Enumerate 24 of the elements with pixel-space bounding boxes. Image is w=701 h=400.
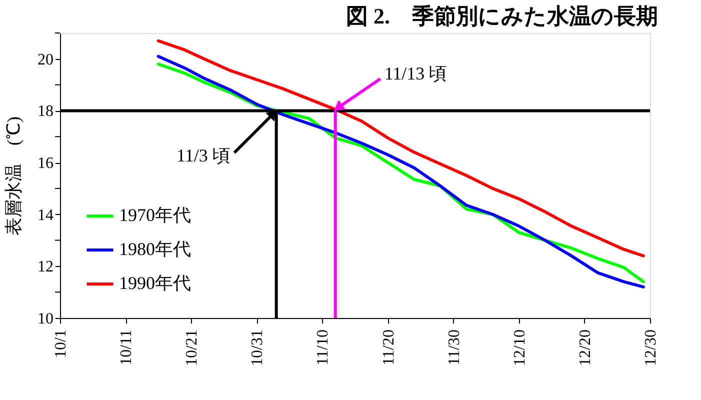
- x-tick-label: 10/31: [249, 330, 266, 366]
- x-tick-label: 12/30: [642, 330, 660, 366]
- x-tick-label: 11/30: [446, 330, 463, 366]
- y-tick-label: 14: [38, 206, 54, 224]
- x-tick-label: 10/21: [184, 330, 201, 366]
- x-tick-label: 10/11: [118, 330, 136, 366]
- y-tick-label: 12: [38, 258, 54, 276]
- y-tick-label: 10: [38, 310, 54, 328]
- x-tick-label: 11/20: [380, 330, 398, 366]
- y-tick-label: 18: [38, 103, 54, 120]
- legend-label: 1990年代: [119, 273, 191, 293]
- x-tick-label: 11/10: [314, 330, 332, 366]
- x-tick-label: 12/10: [511, 330, 528, 366]
- x-tick-label: 12/20: [576, 330, 594, 366]
- y-tick-label: 16: [38, 155, 54, 172]
- y-tick-label: 20: [38, 51, 54, 68]
- annotation: 11/3 頃: [176, 146, 230, 166]
- chart-title: 図 2. 季節別にみた水温の長期: [346, 4, 658, 28]
- x-tick-label: 10/1: [52, 330, 70, 358]
- y-axis-title: 表層水温 (℃): [4, 116, 24, 236]
- annotation: 11/13 頃: [384, 64, 448, 84]
- legend-label: 1970年代: [119, 205, 191, 225]
- legend-label: 1980年代: [119, 239, 191, 259]
- line-series: [156, 39, 645, 258]
